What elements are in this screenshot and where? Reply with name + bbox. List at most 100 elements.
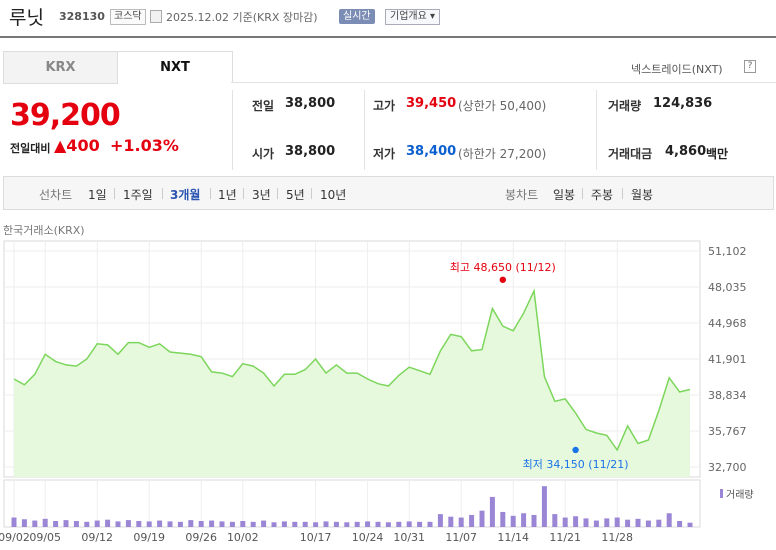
volume-bar — [500, 511, 506, 527]
volume-bar — [677, 520, 683, 527]
volume-bar — [344, 522, 350, 527]
volume-bar — [313, 522, 319, 527]
volume-bar — [458, 517, 464, 527]
volume-bar — [614, 517, 620, 527]
period-1y[interactable]: 1년 — [218, 188, 237, 202]
chevron-down-icon: ▾ — [430, 11, 436, 22]
realtime-button[interactable]: 실시간 — [339, 9, 375, 24]
volume-bar — [136, 520, 142, 527]
volume-legend-label: 거래량 — [726, 489, 754, 501]
period-1d[interactable]: 1일 — [88, 188, 107, 202]
volume-bar — [105, 519, 111, 527]
x-tick-label: 09/19 — [133, 531, 165, 544]
volume-legend-swatch — [720, 489, 723, 498]
volume-bar — [42, 518, 48, 527]
tab-nxt[interactable]: NXT — [117, 51, 233, 83]
volume-bar — [666, 513, 672, 527]
volume-bar — [656, 519, 662, 527]
x-tick-label: 10/24 — [352, 531, 384, 544]
company-info-label: 기업개요 — [390, 11, 427, 22]
period-monthly[interactable]: 월봉 — [631, 188, 654, 202]
volume-bar — [573, 516, 579, 527]
low-value: 38,400 — [406, 144, 457, 159]
volume-bar — [323, 521, 329, 527]
divider — [243, 188, 244, 199]
divider — [162, 188, 163, 199]
volume-bar — [73, 520, 79, 527]
help-icon[interactable]: ? — [744, 60, 756, 73]
volume-bar — [84, 521, 90, 527]
period-bar: 선차트 1일 1주일 3개월 1년 3년 5년 10년 봉차트 일봉 주봉 월봉 — [3, 176, 774, 210]
volume-bar — [375, 521, 381, 527]
volume-bar — [385, 522, 391, 527]
volume-bar — [281, 521, 287, 527]
volume-bar — [177, 521, 183, 527]
volume-bar — [531, 514, 537, 527]
x-tick-label: 10/02 — [227, 531, 259, 544]
volume-bar — [593, 520, 599, 527]
volume-bar — [365, 521, 371, 527]
volume-bar — [562, 517, 568, 527]
y-tick-label: 35,767 — [708, 425, 747, 438]
volume-bar — [302, 521, 308, 527]
volume-bar — [437, 514, 443, 527]
volume-bar — [240, 520, 246, 527]
market-badge: 코스닥 — [110, 9, 146, 25]
period-1w[interactable]: 1주일 — [123, 188, 153, 202]
period-10y[interactable]: 10년 — [320, 188, 347, 202]
volume-bar — [625, 519, 631, 527]
divider — [582, 188, 583, 199]
volume-label: 거래량 — [608, 99, 642, 113]
volume-bar — [427, 521, 433, 527]
volume-bar — [541, 486, 547, 527]
period-weekly[interactable]: 주봉 — [591, 188, 614, 202]
y-tick-label: 32,700 — [708, 461, 747, 474]
trade-value-label: 거래대금 — [608, 147, 653, 161]
x-tick-label: 11/21 — [549, 531, 581, 544]
volume-bar — [510, 515, 516, 527]
low-label: 저가 — [373, 147, 396, 161]
period-3y[interactable]: 3년 — [252, 188, 271, 202]
volume-bar — [396, 521, 402, 527]
divider — [210, 188, 211, 199]
clock-icon — [150, 10, 162, 23]
candle-chart-label: 봉차트 — [505, 188, 539, 202]
volume-bar — [354, 521, 360, 527]
period-3m[interactable]: 3개월 — [170, 188, 201, 202]
y-tick-label: 51,102 — [708, 245, 747, 258]
company-info-dropdown[interactable]: 기업개요 ▾ — [385, 9, 441, 25]
volume-bar — [188, 520, 194, 527]
volume-bar — [552, 514, 558, 527]
nextrade-link[interactable]: 넥스트레이드(NXT) — [631, 63, 723, 76]
change-percent: +1.03% — [110, 136, 179, 155]
volume-value: 124,836 — [653, 96, 713, 111]
min-marker — [572, 446, 579, 454]
volume-bar — [157, 520, 163, 527]
open-label: 시가 — [252, 147, 275, 161]
volume-bar — [687, 522, 693, 527]
max-marker — [499, 276, 506, 283]
volume-bar — [21, 519, 27, 527]
header: 루닛 328130 코스닥 2025.12.02 기준(KRX 장마감) 실시간… — [0, 0, 776, 38]
period-5y[interactable]: 5년 — [286, 188, 305, 202]
y-tick-label: 48,035 — [708, 281, 747, 294]
volume-bar — [448, 516, 454, 527]
prev-close-label: 전일 — [252, 99, 275, 113]
stats-divider — [232, 90, 233, 170]
price-chart: 51,102 48,035 44,968 41,901 38,834 35,767 32,7… — [0, 240, 754, 544]
lower-limit: (하한가 27,200) — [458, 147, 547, 161]
y-tick-label: 44,968 — [708, 317, 747, 330]
line-chart-label: 선차트 — [39, 188, 73, 202]
volume-bar — [406, 521, 412, 527]
period-daily[interactable]: 일봉 — [553, 188, 576, 202]
volume-bar — [250, 521, 256, 527]
y-tick-label: 38,834 — [708, 389, 747, 402]
y-tick-label: 41,901 — [708, 353, 747, 366]
volume-bar — [271, 522, 277, 527]
stock-code: 328130 — [59, 10, 105, 23]
open-value: 38,800 — [285, 144, 336, 159]
trade-value: 4,860 — [665, 144, 707, 159]
tab-krx[interactable]: KRX — [3, 51, 118, 84]
volume-bar — [645, 520, 651, 527]
volume-bar — [11, 517, 17, 527]
